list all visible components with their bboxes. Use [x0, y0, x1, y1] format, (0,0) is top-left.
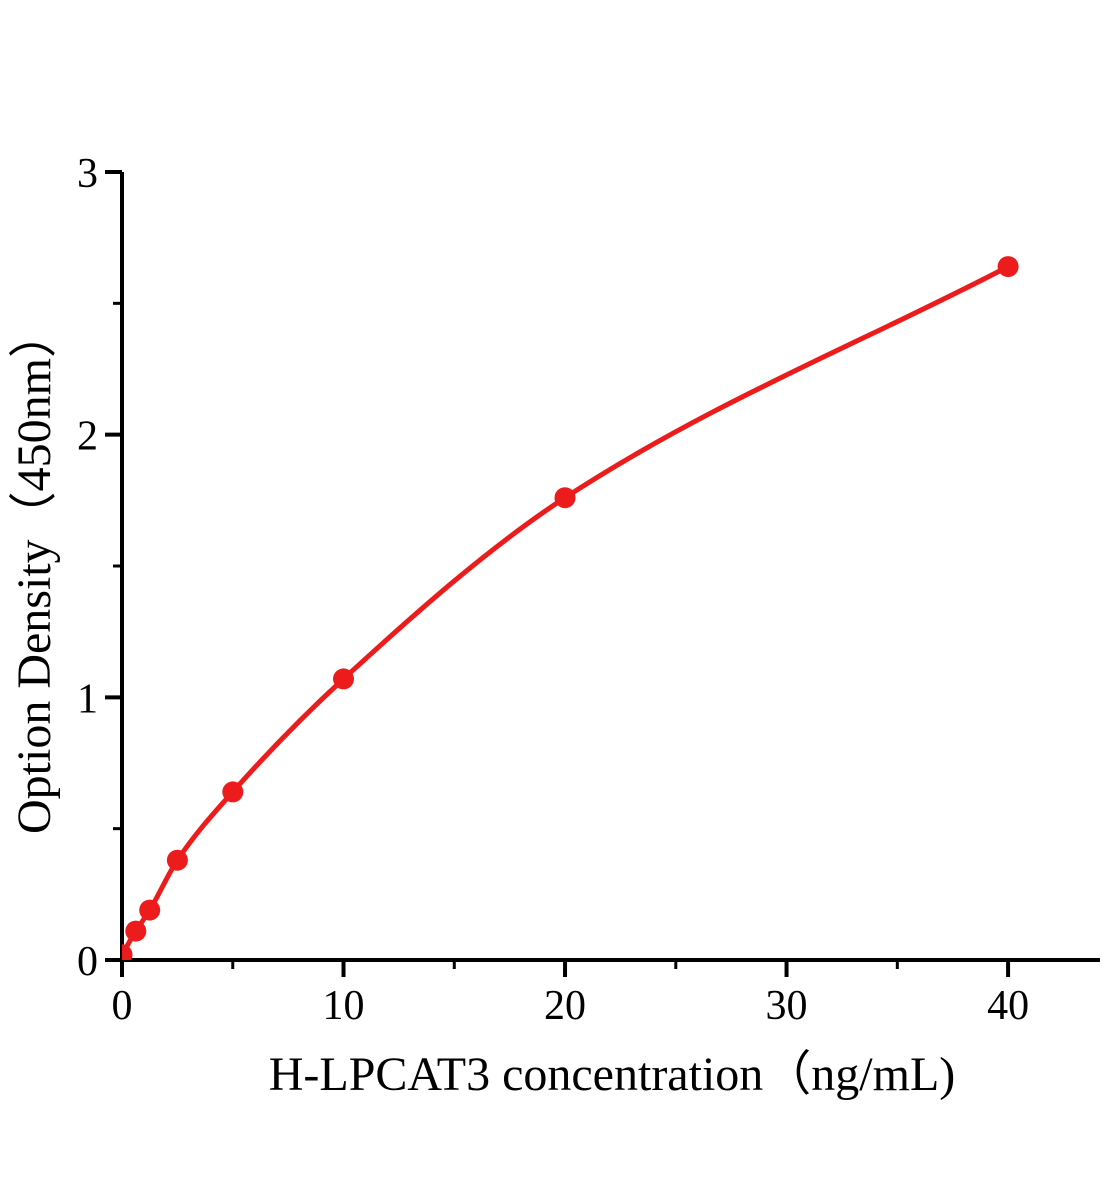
data-point-marker: [997, 256, 1019, 278]
y-tick-label: 0: [77, 939, 98, 985]
y-tick-label: 1: [77, 676, 98, 722]
tick-labels-group: 0 10 20 30 40 0 1 2 3: [77, 151, 1029, 1029]
x-tick-label: 0: [112, 983, 133, 1029]
y-tick-label: 3: [77, 151, 98, 197]
y-tick-label: 2: [77, 414, 98, 460]
axes-group: [105, 170, 1100, 977]
series-group: [122, 256, 1019, 960]
data-point-marker: [166, 849, 188, 871]
data-point-marker: [139, 899, 161, 921]
x-tick-label: 30: [766, 983, 808, 1029]
standard-curve-line: [122, 264, 1010, 956]
y-axis-title: Option Density（450nm）: [8, 310, 61, 834]
x-tick-label: 40: [987, 983, 1029, 1029]
data-point-marker: [122, 944, 133, 960]
data-point-marker: [333, 668, 354, 690]
data-point-marker: [125, 920, 147, 942]
x-axis-title: H-LPCAT3 concentration（ng/mL): [269, 1048, 956, 1101]
data-point-marker: [222, 781, 244, 803]
data-point-marker: [554, 487, 576, 509]
x-tick-label: 10: [323, 983, 365, 1029]
x-tick-label: 20: [544, 983, 586, 1029]
